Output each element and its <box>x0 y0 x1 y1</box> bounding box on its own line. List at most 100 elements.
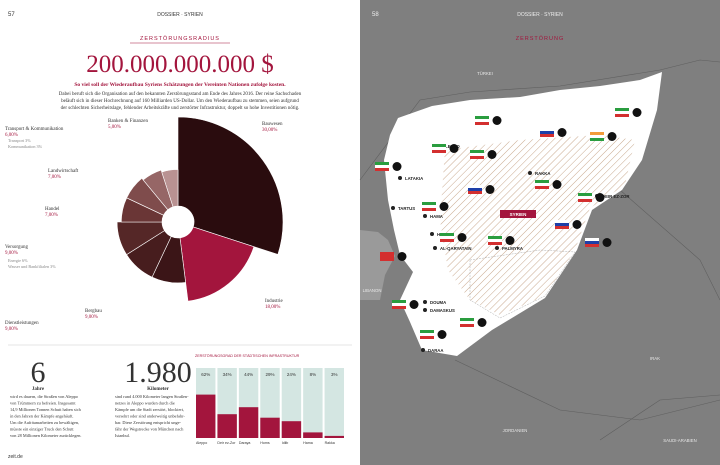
flag-stripe <box>475 116 489 119</box>
force-icon <box>439 202 449 211</box>
stat-text: versehrt oder sind anderweitig unbefahr- <box>115 414 185 419</box>
flag-stripe <box>392 300 406 303</box>
flag-stripe <box>420 330 434 333</box>
flag-stripe <box>422 208 436 211</box>
force-icon <box>492 116 502 125</box>
flag-stripe <box>440 239 454 242</box>
slice-label: Transport & Kommunikation <box>5 127 64 132</box>
map-kicker: ZERSTÖRUNG <box>516 35 565 42</box>
bar-value: 8% <box>310 372 317 377</box>
flag-stripe <box>432 147 446 150</box>
flag-stripe <box>488 236 502 239</box>
bar-value: 34% <box>223 372 232 377</box>
slice-value: 9,00% <box>85 315 98 320</box>
force-icon <box>457 233 467 242</box>
page-number: 57 <box>8 12 15 18</box>
flag-stripe <box>578 193 592 196</box>
footer: zeit.de <box>8 454 23 460</box>
force-icon <box>602 238 612 247</box>
flag-stripe <box>535 180 549 183</box>
flag-stripe <box>470 156 484 159</box>
flag-stripe <box>475 119 489 122</box>
border <box>619 189 720 301</box>
city-label: TARTUS <box>398 206 415 211</box>
city-dot <box>423 308 427 312</box>
flag-stripe <box>432 150 446 153</box>
city-label: RAKKA <box>535 171 551 176</box>
flag-stripe <box>375 168 389 171</box>
flag-stripe <box>488 242 502 245</box>
flag-stripe <box>578 196 592 199</box>
bar <box>196 394 216 438</box>
map: ALEPPOLATAKIATARTUSHAMAHOMSAL-QARYATAINP… <box>359 59 720 443</box>
city-label: LATAKIA <box>405 176 423 181</box>
city-label: PALMYRA <box>502 246 523 251</box>
flag-stripe <box>535 186 549 189</box>
slice-label: Landwirtschaft <box>48 169 79 174</box>
city-dot <box>423 300 427 304</box>
intro-text: Dabei beruft sich die Organisation auf d… <box>59 92 302 111</box>
stat-text: sind rund 4.000 Kilometer langen Straßen… <box>115 394 189 399</box>
country-label: JORDANIEN <box>503 428 528 433</box>
country-label: LIBANON <box>363 288 382 293</box>
stat-number: 6 <box>31 356 46 389</box>
city-dot <box>495 246 499 250</box>
flag-stripe <box>615 108 629 111</box>
bar-category: Deir ez-Zor <box>217 441 236 445</box>
force-icon <box>409 300 419 309</box>
intro-line: beläuft sich in dieser Hochrechnung auf … <box>61 99 299 104</box>
country-tag-label: SYRIEN <box>510 212 527 217</box>
country-tag <box>500 210 536 218</box>
flag-stripe <box>468 188 482 191</box>
stat-text: 14,9 Millionen Tonnen Schutt haben sich <box>10 407 82 413</box>
bar <box>281 421 302 438</box>
flag-stripe <box>380 252 394 255</box>
force-icon <box>607 132 617 141</box>
flag-stripe <box>380 255 394 258</box>
bar-category: Hama <box>303 441 313 445</box>
slice-value: 9,00% <box>5 327 18 332</box>
flag-stripe <box>468 185 482 188</box>
bar-value: 3% <box>331 372 338 377</box>
slice-label: Dienstleistungen <box>5 321 39 326</box>
city-dot <box>433 246 437 250</box>
city-label: AL-QARYATAIN <box>440 246 472 251</box>
flag-stripe <box>470 153 484 156</box>
stat-unit: Kilometer <box>147 387 169 392</box>
stat-text: wird es dauern, die Straßen von Aleppo <box>10 394 78 400</box>
bar-title: ZERSTÖRUNGSGRAD DER STÄDTISCHEN INFRASTR… <box>195 354 300 358</box>
city-dot <box>430 232 434 236</box>
bar-chart: ZERSTÖRUNGSGRAD DER STÄDTISCHEN INFRASTR… <box>195 354 344 445</box>
desert-area <box>469 249 576 319</box>
flag-stripe <box>420 336 434 339</box>
slice-label: Industrie <box>265 299 284 304</box>
bar-background <box>303 368 323 438</box>
stat-text: von 28 Millionen Kilometer zurücklegen. <box>10 433 81 438</box>
city-dot <box>398 176 402 180</box>
section-label: DOSSIER · SYRIEN <box>157 12 203 18</box>
flag-stripe <box>440 233 454 236</box>
force-icon <box>477 318 487 327</box>
slice-value: 7,00% <box>45 213 58 218</box>
country-label: IRAK <box>650 356 660 361</box>
slice-label: Bauwesen <box>262 122 283 127</box>
flag-stripe <box>375 165 389 168</box>
force-icon <box>437 330 447 339</box>
flag-stripe <box>590 132 604 135</box>
subtitle: So viel soll der Wiederaufbau Syriens Sc… <box>74 82 286 88</box>
force-icon <box>397 252 407 261</box>
flag-stripe <box>540 128 554 131</box>
slice-value: 5,00% <box>108 125 121 130</box>
intro-line: der schlechten Sicherheitslage, fehlende… <box>61 106 300 111</box>
slice-label: Handel <box>45 207 60 212</box>
stat-text: bar. Diese Zerstörung entspricht unge- <box>115 420 182 425</box>
force-icon <box>552 180 562 189</box>
section-label: DOSSIER · SYRIEN <box>517 12 563 18</box>
border <box>599 394 720 441</box>
bar <box>217 414 237 438</box>
slice-note: Transport 3% <box>8 138 31 143</box>
city-dot <box>421 348 425 352</box>
pie-chart: Bauwesen30,00%Industrie18,00%Bergbau9,00… <box>5 116 284 332</box>
country-label: TÜRKEI <box>477 71 493 76</box>
